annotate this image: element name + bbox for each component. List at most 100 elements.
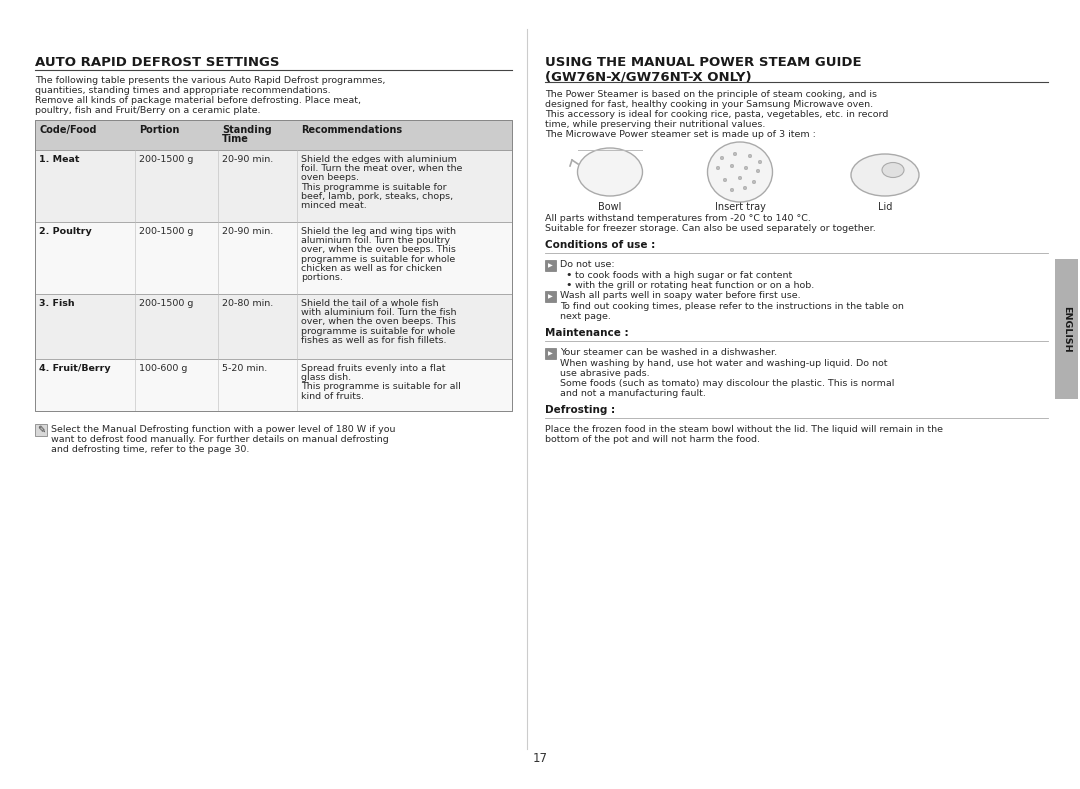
- Text: over, when the oven beeps. This: over, when the oven beeps. This: [301, 317, 456, 327]
- Text: Shield the edges with aluminium: Shield the edges with aluminium: [301, 155, 457, 164]
- Text: Bowl: Bowl: [598, 202, 622, 212]
- Text: The following table presents the various Auto Rapid Defrost programmes,: The following table presents the various…: [35, 76, 386, 85]
- Text: This accessory is ideal for cooking rice, pasta, vegetables, etc. in record: This accessory is ideal for cooking rice…: [545, 110, 889, 119]
- Text: The Microwave Power steamer set is made up of 3 item :: The Microwave Power steamer set is made …: [545, 130, 815, 139]
- Text: beef, lamb, pork, steaks, chops,: beef, lamb, pork, steaks, chops,: [301, 192, 454, 200]
- Text: Remove all kinds of package material before defrosting. Place meat,: Remove all kinds of package material bef…: [35, 96, 361, 105]
- Text: Lid: Lid: [878, 202, 892, 212]
- Text: 200-1500 g: 200-1500 g: [139, 227, 193, 236]
- Text: and defrosting time, refer to the page 30.: and defrosting time, refer to the page 3…: [51, 445, 249, 454]
- Bar: [35, 359, 512, 411]
- Text: to cook foods with a high sugar or fat content: to cook foods with a high sugar or fat c…: [575, 271, 793, 280]
- Text: ▶: ▶: [549, 263, 553, 268]
- Text: poultry, fish and Fruit/Berry on a ceramic plate.: poultry, fish and Fruit/Berry on a ceram…: [35, 106, 260, 115]
- Text: 1. Meat: 1. Meat: [39, 155, 80, 164]
- Text: 200-1500 g: 200-1500 g: [139, 155, 193, 164]
- Text: Shield the tail of a whole fish: Shield the tail of a whole fish: [301, 299, 438, 308]
- Text: quantities, standing times and appropriate recommendations.: quantities, standing times and appropria…: [35, 86, 330, 95]
- Text: Time: Time: [222, 134, 248, 144]
- Text: 20-90 min.: 20-90 min.: [222, 155, 273, 164]
- Bar: [35, 120, 512, 150]
- Text: want to defrost food manually. For further details on manual defrosting: want to defrost food manually. For furth…: [51, 435, 389, 444]
- Text: ▶: ▶: [549, 351, 553, 356]
- Text: next page.: next page.: [561, 312, 611, 321]
- Text: minced meat.: minced meat.: [301, 201, 367, 210]
- Text: Spread fruits evenly into a flat: Spread fruits evenly into a flat: [301, 364, 446, 373]
- Text: 20-80 min.: 20-80 min.: [222, 299, 273, 308]
- Ellipse shape: [748, 155, 752, 158]
- Text: ENGLISH: ENGLISH: [1062, 305, 1071, 353]
- Text: Insert tray: Insert tray: [715, 202, 766, 212]
- Bar: [1055, 259, 1078, 399]
- Text: Conditions of use :: Conditions of use :: [545, 240, 656, 250]
- Text: 2. Poultry: 2. Poultry: [39, 227, 92, 236]
- Bar: [545, 291, 556, 302]
- Ellipse shape: [739, 176, 742, 180]
- Text: designed for fast, healthy cooking in your Samsung Microwave oven.: designed for fast, healthy cooking in yo…: [545, 100, 873, 109]
- Text: Defrosting :: Defrosting :: [545, 405, 616, 415]
- Bar: [35, 150, 512, 222]
- Bar: [545, 260, 556, 271]
- Text: 17: 17: [532, 753, 548, 765]
- Text: Portion: Portion: [139, 125, 179, 135]
- Text: Maintenance :: Maintenance :: [545, 328, 629, 338]
- Text: oven beeps.: oven beeps.: [301, 174, 359, 182]
- Ellipse shape: [756, 170, 759, 173]
- Text: 200-1500 g: 200-1500 g: [139, 299, 193, 308]
- Text: 20-90 min.: 20-90 min.: [222, 227, 273, 236]
- Text: USING THE MANUAL POWER STEAM GUIDE: USING THE MANUAL POWER STEAM GUIDE: [545, 56, 862, 69]
- Bar: [545, 348, 556, 359]
- Ellipse shape: [733, 152, 737, 155]
- Text: 3. Fish: 3. Fish: [39, 299, 75, 308]
- Ellipse shape: [744, 166, 747, 170]
- Text: aluminium foil. Turn the poultry: aluminium foil. Turn the poultry: [301, 236, 450, 245]
- Bar: [35, 222, 512, 294]
- Text: •: •: [565, 270, 571, 280]
- Text: time, while preserving their nutritional values.: time, while preserving their nutritional…: [545, 120, 766, 129]
- Text: Standing: Standing: [222, 125, 272, 135]
- Text: Shield the leg and wing tips with: Shield the leg and wing tips with: [301, 227, 456, 236]
- Ellipse shape: [851, 154, 919, 196]
- Bar: [35, 424, 48, 436]
- Text: programme is suitable for whole: programme is suitable for whole: [301, 327, 456, 335]
- Bar: [35, 120, 512, 411]
- Text: Place the frozen food in the steam bowl without the lid. The liquid will remain : Place the frozen food in the steam bowl …: [545, 425, 943, 434]
- Text: programme is suitable for whole: programme is suitable for whole: [301, 255, 456, 264]
- Text: Some foods (such as tomato) may discolour the plastic. This is normal: Some foods (such as tomato) may discolou…: [561, 379, 894, 388]
- Text: foil. Turn the meat over, when the: foil. Turn the meat over, when the: [301, 164, 462, 174]
- Text: This programme is suitable for all: This programme is suitable for all: [301, 383, 461, 391]
- Text: To find out cooking times, please refer to the instructions in the table on: To find out cooking times, please refer …: [561, 302, 904, 311]
- Bar: [35, 294, 512, 359]
- Text: Code/Food: Code/Food: [39, 125, 96, 135]
- Ellipse shape: [724, 178, 727, 181]
- Text: portions.: portions.: [301, 273, 342, 282]
- Text: glass dish.: glass dish.: [301, 373, 351, 382]
- Text: When washing by hand, use hot water and washing-up liquid. Do not: When washing by hand, use hot water and …: [561, 359, 888, 368]
- Ellipse shape: [730, 189, 733, 192]
- Text: 5-20 min.: 5-20 min.: [222, 364, 267, 373]
- Text: Suitable for freezer storage. Can also be used separately or together.: Suitable for freezer storage. Can also b…: [545, 224, 876, 233]
- Text: Wash all parts well in soapy water before first use.: Wash all parts well in soapy water befor…: [561, 291, 800, 300]
- Text: The Power Steamer is based on the principle of steam cooking, and is: The Power Steamer is based on the princi…: [545, 90, 877, 99]
- Text: 100-600 g: 100-600 g: [139, 364, 187, 373]
- Ellipse shape: [753, 180, 756, 184]
- Text: Your steamer can be washed in a dishwasher.: Your steamer can be washed in a dishwash…: [561, 348, 778, 357]
- Text: Do not use:: Do not use:: [561, 260, 615, 269]
- Text: ▶: ▶: [549, 294, 553, 299]
- Text: with the grill or rotating heat function or on a hob.: with the grill or rotating heat function…: [575, 281, 814, 290]
- Text: and not a manufacturing fault.: and not a manufacturing fault.: [561, 389, 706, 398]
- Text: Select the Manual Defrosting function with a power level of 180 W if you: Select the Manual Defrosting function wi…: [51, 425, 395, 434]
- Ellipse shape: [578, 148, 643, 196]
- Ellipse shape: [716, 166, 719, 170]
- Ellipse shape: [882, 163, 904, 178]
- Text: ✎: ✎: [37, 425, 45, 435]
- Text: with aluminium foil. Turn the fish: with aluminium foil. Turn the fish: [301, 308, 457, 317]
- Ellipse shape: [743, 186, 746, 189]
- Text: use abrasive pads.: use abrasive pads.: [561, 369, 650, 378]
- Ellipse shape: [730, 164, 733, 168]
- Text: AUTO RAPID DEFROST SETTINGS: AUTO RAPID DEFROST SETTINGS: [35, 56, 280, 69]
- Ellipse shape: [758, 160, 761, 164]
- Text: fishes as well as for fish fillets.: fishes as well as for fish fillets.: [301, 336, 446, 345]
- Text: This programme is suitable for: This programme is suitable for: [301, 182, 447, 192]
- Text: 4. Fruit/Berry: 4. Fruit/Berry: [39, 364, 110, 373]
